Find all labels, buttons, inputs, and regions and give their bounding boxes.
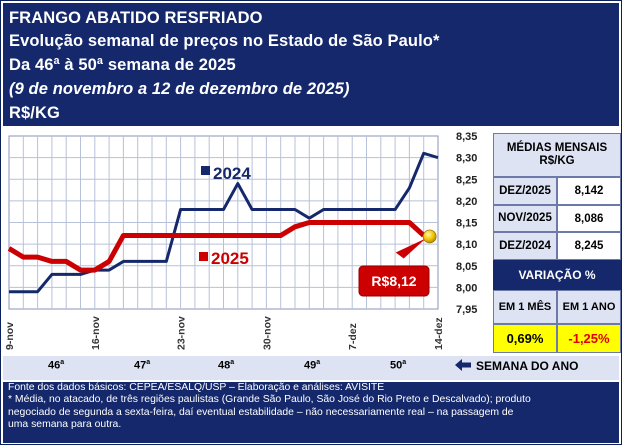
legend-label-2025: 2025 bbox=[211, 249, 249, 268]
y-tick-label: 8,05 bbox=[456, 261, 477, 273]
chart-legend: 2024 2025 bbox=[199, 164, 251, 268]
week-46: 46a bbox=[48, 359, 65, 372]
y-axis: 8,35 8,30 8,25 8,20 8,15 8,10 8,05 8,00 7,95 bbox=[456, 131, 477, 316]
week-50: 50a bbox=[390, 359, 407, 372]
x-tick-label: 9-nov bbox=[4, 322, 16, 350]
monthly-value-dez2025: 8,142 bbox=[557, 177, 621, 205]
week-49: 49a bbox=[304, 359, 321, 372]
y-tick-label: 8,20 bbox=[456, 196, 477, 208]
callout-arrow bbox=[395, 238, 426, 259]
variation-year-label: EM 1 ANO bbox=[557, 290, 621, 324]
y-tick-label: 8,35 bbox=[456, 131, 477, 143]
chart-period-weeks: Da 46ª à 50ª semana de 2025 bbox=[9, 56, 236, 74]
y-tick-label: 8,00 bbox=[456, 282, 477, 294]
callout-label: R$8,12 bbox=[371, 273, 416, 289]
legend-marker-2024 bbox=[201, 166, 210, 175]
y-tick-label: 8,15 bbox=[456, 218, 477, 230]
x-tick-label: 16-nov bbox=[90, 316, 102, 350]
monthly-averages-title: MÉDIAS MENSAIS R$/KG bbox=[493, 133, 621, 177]
monthly-label-dez2024: DEZ/2024 bbox=[493, 232, 557, 260]
series-line-2024 bbox=[9, 151, 439, 294]
week-axis: 46a 47a 48a 49a 50a SEMANA DO ANO bbox=[3, 356, 619, 380]
price-callout: R$8,12 bbox=[358, 229, 437, 297]
price-line-chart: 8,35 8,30 8,25 8,20 8,15 8,10 8,05 8,00 7,95 9-n… bbox=[4, 131, 477, 350]
x-tick-label: 7-dez bbox=[347, 323, 359, 350]
x-tick-label: 23-nov bbox=[176, 316, 188, 350]
footnote-line-3: negociado de segunda a sexta-feira, daí … bbox=[8, 406, 514, 418]
week-axis-label: SEMANA DO ANO bbox=[455, 359, 578, 373]
legend-label-2024: 2024 bbox=[213, 164, 251, 183]
variation-month-label: EM 1 MÊS bbox=[493, 290, 557, 324]
footnote-line-4: uma semana para outra. bbox=[8, 419, 122, 431]
x-axis: 9-nov 16-nov 23-nov 30-nov 7-dez 14-dez bbox=[4, 316, 445, 350]
chart-header: FRANGO ABATIDO RESFRIADO Evolução semana… bbox=[3, 3, 619, 126]
monthly-label-nov2025: NOV/2025 bbox=[493, 205, 557, 232]
week-axis-label-text: SEMANA DO ANO bbox=[476, 359, 579, 373]
chart-series bbox=[7, 151, 439, 294]
series-line-2025 bbox=[7, 220, 426, 273]
footnote-source: Fonte dos dados básicos: CEPEA/ESALQ/USP… bbox=[8, 382, 385, 393]
y-tick-label: 8,30 bbox=[456, 153, 477, 165]
footnote: Fonte dos dados básicos: CEPEA/ESALQ/USP… bbox=[3, 382, 619, 443]
arrow-left-icon bbox=[455, 359, 471, 371]
monthly-value-nov2025: 8,086 bbox=[557, 205, 621, 232]
y-tick-label: 8,10 bbox=[456, 239, 477, 251]
monthly-label-dez2025: DEZ/2025 bbox=[493, 177, 557, 205]
footnote-line-2: * Média, no atacado, de três regiões pau… bbox=[8, 394, 531, 406]
chart-period-dates: (9 de novembro a 12 de dezembro de 2025) bbox=[9, 80, 350, 98]
chart-unit: R$/KG bbox=[9, 104, 60, 122]
chart-title: FRANGO ABATIDO RESFRIADO bbox=[9, 9, 263, 27]
y-tick-label: 8,25 bbox=[456, 174, 477, 186]
legend-marker-2025 bbox=[199, 252, 208, 261]
variation-month-value: 0,69% bbox=[493, 324, 557, 353]
variation-title: VARIAÇÃO % bbox=[493, 260, 621, 290]
y-tick-label: 7,95 bbox=[456, 304, 477, 316]
chart-subtitle: Evolução semanal de preços no Estado de … bbox=[9, 32, 440, 50]
callout-box bbox=[358, 265, 430, 297]
monthly-value-dez2024: 8,245 bbox=[557, 232, 621, 260]
week-48: 48a bbox=[218, 359, 235, 372]
week-47: 47a bbox=[134, 359, 151, 372]
last-price-marker bbox=[422, 229, 437, 244]
variation-year-value: -1,25% bbox=[557, 324, 621, 353]
x-tick-label: 14-dez bbox=[433, 317, 445, 350]
x-tick-label: 30-nov bbox=[261, 316, 273, 350]
summary-panel: MÉDIAS MENSAIS R$/KG DEZ/2025 8,142 NOV/… bbox=[493, 133, 621, 353]
